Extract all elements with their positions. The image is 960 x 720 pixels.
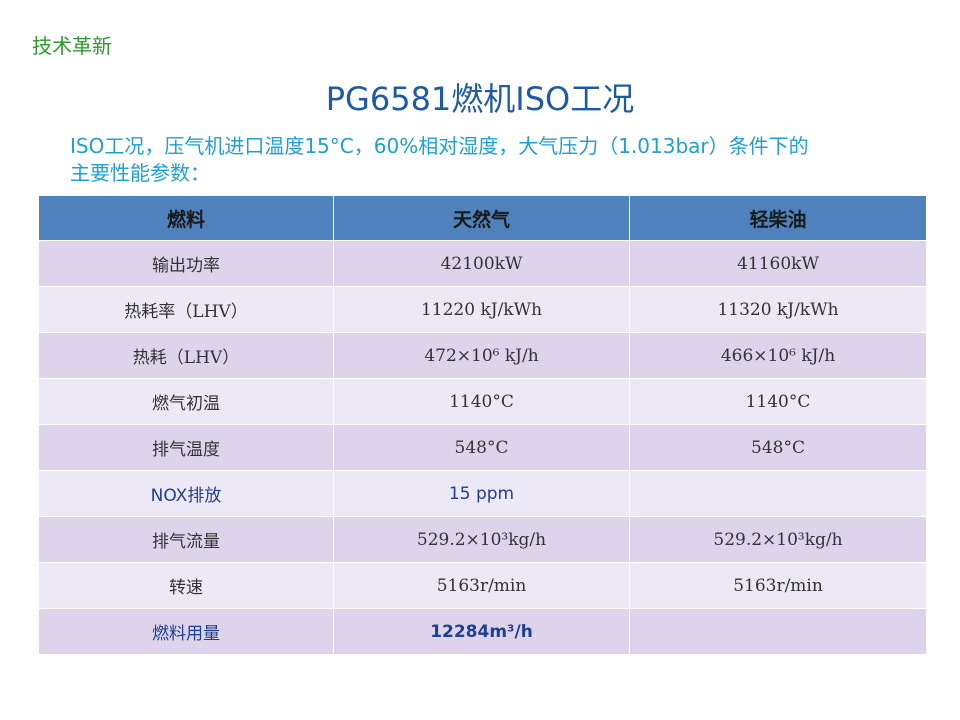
performance-table: 燃料 天然气 轻柴油 输出功率 42100kW 41160kW 热耗率（LHV）… — [38, 195, 927, 655]
gas-value: 15 ppm — [333, 470, 630, 517]
gas-value: 5163r/min — [333, 562, 630, 609]
gas-value: 472×10⁶ kJ/h — [333, 332, 630, 379]
table-row: 热耗（LHV） 472×10⁶ kJ/h 466×10⁶ kJ/h — [38, 332, 927, 379]
gas-value: 529.2×10³kg/h — [333, 516, 630, 563]
header-natural-gas: 天然气 — [333, 195, 630, 241]
header-light-diesel: 轻柴油 — [629, 195, 927, 241]
oil-value: 41160kW — [629, 240, 927, 287]
oil-value: 548°C — [629, 424, 927, 471]
table-row: 排气流量 529.2×10³kg/h 529.2×10³kg/h — [38, 516, 927, 563]
table-row: 排气温度 548°C 548°C — [38, 424, 927, 471]
gas-value: 42100kW — [333, 240, 630, 287]
intro-line-2: 主要性能参数： — [70, 161, 210, 185]
row-label: 燃气初温 — [38, 378, 334, 425]
table-row: 输出功率 42100kW 41160kW — [38, 240, 927, 287]
intro-line-1: ISO工况，压气机进口温度15°C，60%相对湿度，大气压力（1.013bar）… — [70, 134, 809, 158]
row-label: 热耗率（LHV） — [38, 286, 334, 333]
row-label: 转速 — [38, 562, 334, 609]
oil-value: 11320 kJ/kWh — [629, 286, 927, 333]
intro-text: ISO工况，压气机进口温度15°C，60%相对湿度，大气压力（1.013bar）… — [70, 133, 920, 187]
row-label: 输出功率 — [38, 240, 334, 287]
oil-value: 1140°C — [629, 378, 927, 425]
gas-value: 1140°C — [333, 378, 630, 425]
oil-value — [629, 470, 927, 517]
slide-title: PG6581燃机ISO工况 — [325, 80, 635, 118]
header-fuel: 燃料 — [38, 195, 334, 241]
row-label: 燃料用量 — [38, 608, 334, 655]
row-label: 热耗（LHV） — [38, 332, 334, 379]
table-header-row: 燃料 天然气 轻柴油 — [38, 195, 927, 241]
table-row: 燃气初温 1140°C 1140°C — [38, 378, 927, 425]
oil-value: 529.2×10³kg/h — [629, 516, 927, 563]
oil-value: 466×10⁶ kJ/h — [629, 332, 927, 379]
oil-value — [629, 608, 927, 655]
row-label: 排气流量 — [38, 516, 334, 563]
table-row: 转速 5163r/min 5163r/min — [38, 562, 927, 609]
gas-value: 12284m³/h — [333, 608, 630, 655]
table-row: 燃料用量 12284m³/h — [38, 608, 927, 655]
oil-value: 5163r/min — [629, 562, 927, 609]
table-row: NOX排放 15 ppm — [38, 470, 927, 517]
table-row: 热耗率（LHV） 11220 kJ/kWh 11320 kJ/kWh — [38, 286, 927, 333]
row-label: 排气温度 — [38, 424, 334, 471]
row-label: NOX排放 — [38, 470, 334, 517]
gas-value: 11220 kJ/kWh — [333, 286, 630, 333]
corner-label: 技术革新 — [32, 34, 112, 58]
gas-value: 548°C — [333, 424, 630, 471]
